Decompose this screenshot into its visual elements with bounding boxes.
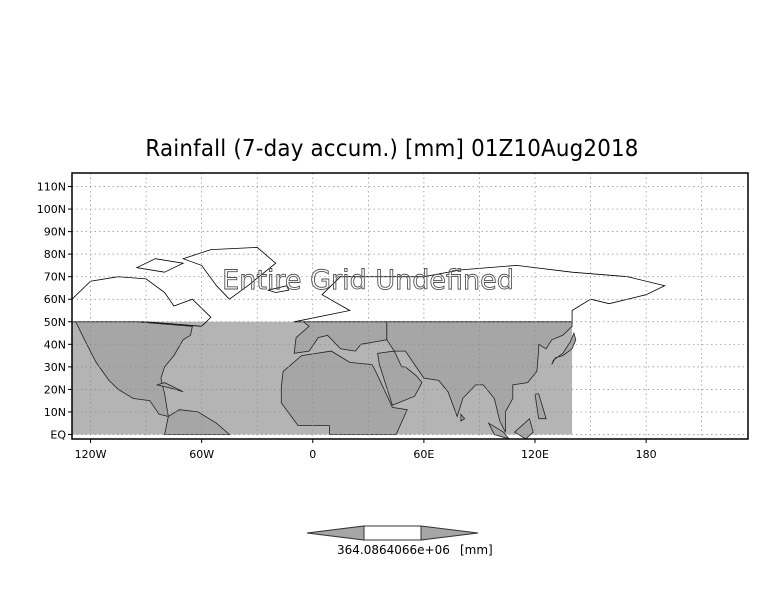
lon-tick-label: 120W	[75, 448, 107, 461]
lat-tick-label: 100N	[37, 203, 66, 216]
colorbar: 364.0864066e+06 [mm]	[306, 525, 493, 557]
lon-tick-label: 120E	[521, 448, 549, 461]
sri-lanka-land	[460, 413, 466, 422]
lat-tick-label: 90N	[44, 226, 66, 239]
colorbar-right-arrow	[420, 525, 479, 541]
map-frame	[71, 172, 749, 440]
philippines-land	[534, 393, 547, 420]
sumatra-land	[487, 422, 510, 439]
lat-tick-label: 60N	[44, 293, 66, 306]
lat-tick-label: 40N	[44, 338, 66, 351]
arabia-land	[377, 350, 423, 406]
lat-tick-label: 30N	[44, 361, 66, 374]
lon-tick-label: 60E	[413, 448, 434, 461]
longitude-labels: 120W 60W 0 60E 120E 180	[75, 439, 657, 461]
lon-tick-label: 0	[309, 448, 316, 461]
colorbar-label: 364.0864066e+06	[337, 543, 450, 557]
colorbar-unit: [mm]	[460, 543, 493, 557]
arctic-island-outline	[135, 258, 185, 273]
lat-tick-label: 110N	[37, 181, 66, 194]
lat-tick-label: 20N	[44, 383, 66, 396]
undefined-grid-notice: Entire Grid Undefined	[222, 265, 514, 296]
lon-tick-label: 180	[636, 448, 657, 461]
borneo-land	[513, 417, 534, 439]
lat-tick-label: 70N	[44, 271, 66, 284]
colorbar-box	[363, 525, 422, 541]
eurasia-outline	[294, 264, 666, 323]
lat-tick-label: EQ	[50, 428, 66, 441]
lat-tick-label: 50N	[44, 316, 66, 329]
colorbar-left-arrow	[306, 525, 365, 541]
north-america-outline	[72, 276, 212, 327]
japan-land	[551, 331, 577, 365]
greenland-outline	[181, 246, 277, 300]
latitude-labels: 110N 100N 90N 80N 70N 60N 50N 40N 30N 20N 10N EQ	[37, 181, 72, 441]
iceland-outline	[266, 285, 290, 293]
lon-tick-label: 60W	[189, 448, 214, 461]
grid-lines	[72, 173, 748, 439]
lat-tick-label: 80N	[44, 248, 66, 261]
lat-tick-label: 10N	[44, 406, 66, 419]
north-america-land	[75, 321, 193, 418]
map-title: Rainfall (7-day accum.) [mm] 01Z10Aug201…	[145, 136, 639, 162]
south-america-land	[164, 409, 231, 435]
